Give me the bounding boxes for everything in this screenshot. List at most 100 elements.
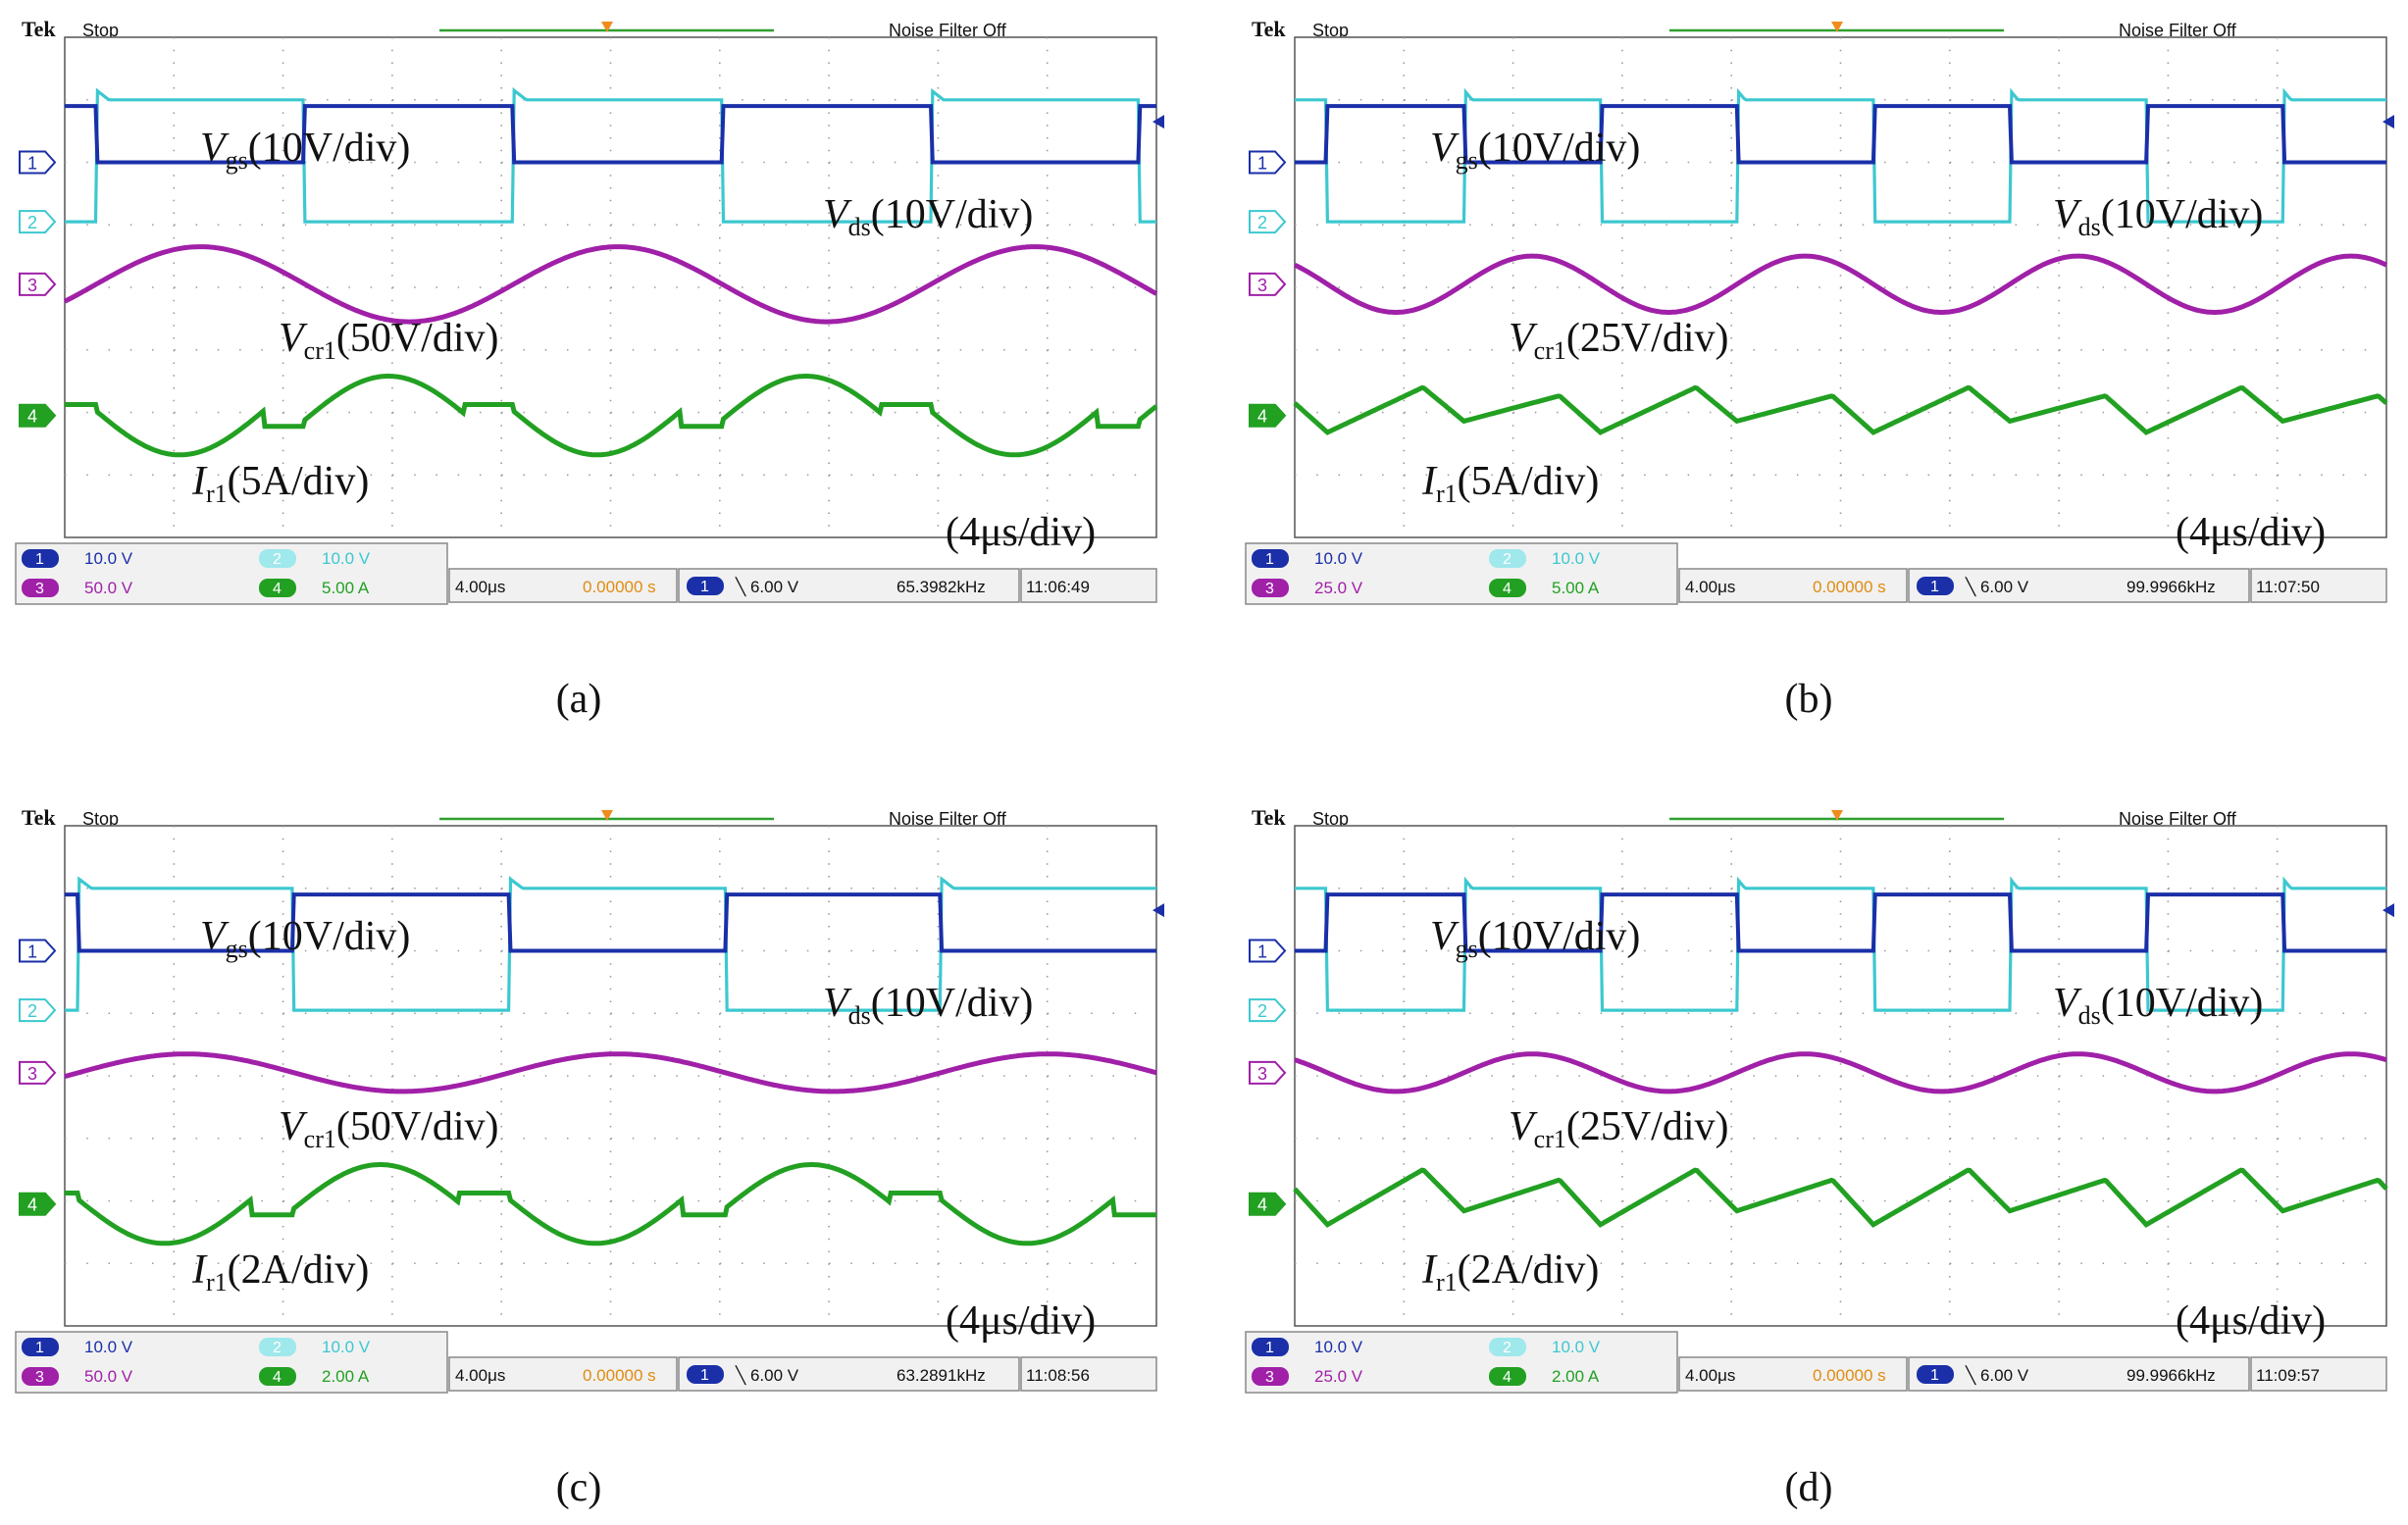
channel-4-marker — [19, 1192, 57, 1216]
label-vcr: Vcr1(25V/div) — [1509, 1104, 1729, 1153]
channel-badge-label: 3 — [1265, 581, 1274, 597]
label-subscript: r1 — [1436, 1268, 1458, 1296]
trigger-channel-badge — [1917, 1365, 1954, 1384]
channel-4-badge — [1489, 1367, 1526, 1386]
label-subscript: cr1 — [1534, 336, 1566, 365]
channel-badge-label: 4 — [1503, 581, 1511, 597]
label-scale: (10V/div) — [871, 981, 1034, 1026]
scope-panel-d: Tek Stop Noise Filter Off1234Vgs(10V/div)V… — [1245, 805, 2394, 1510]
vgs-trace — [1295, 104, 2386, 165]
channel-3-badge — [1252, 1367, 1289, 1386]
channel-badge-label: 4 — [273, 1369, 282, 1386]
channel-1-badge — [1252, 1338, 1289, 1356]
label-symbol: V — [2053, 192, 2082, 237]
channel-4-badge — [259, 1367, 296, 1386]
channel-2-badge — [1489, 1338, 1526, 1356]
label-scale: (10V/div) — [871, 192, 1034, 237]
vgs-trace — [65, 892, 1156, 953]
clock-readout: 11:07:50 — [2256, 578, 2320, 596]
clock-box — [2250, 568, 2387, 603]
label-subscript: gs — [226, 146, 248, 175]
trigger-position-icon — [1831, 22, 1843, 32]
channel-badge-label: 1 — [35, 1340, 44, 1356]
scope-panel-c: Tek Stop Noise Filter Off1234Vgs(10V/div)V… — [15, 805, 1164, 1510]
channel-3-marker — [1249, 1060, 1287, 1085]
channel-1-scale: 10.0 V — [84, 1338, 133, 1356]
trigger-level-value: ╲ 6.00 V — [735, 577, 799, 597]
channel-3-badge — [1252, 579, 1289, 597]
trigger-level-icon — [2382, 903, 2394, 918]
label-vcr: Vcr1(50V/div) — [279, 316, 499, 365]
label-vds: Vds(10V/div) — [2053, 192, 2263, 241]
channel-marker-label: 1 — [27, 942, 37, 962]
channel-marker-label: 3 — [1257, 1064, 1267, 1084]
vgs-trace — [1295, 892, 2386, 953]
channel-3-scale: 25.0 V — [1314, 579, 1363, 597]
acq-state: Stop — [1312, 21, 1349, 40]
clock-readout: 11:06:49 — [1026, 578, 1090, 596]
clock-box — [1020, 568, 1157, 603]
ir1-trace — [65, 1162, 1156, 1246]
trigger-channel-badge — [1917, 577, 1954, 595]
label-scale: (10V/div) — [248, 126, 411, 171]
channel-badge-label: 4 — [273, 581, 282, 597]
channel-marker-label: 1 — [1257, 942, 1267, 962]
channel-badge-label: 1 — [1265, 1340, 1274, 1356]
noise-filter-status: Noise Filter Off — [889, 21, 1007, 40]
channel-badge-label: 3 — [35, 1369, 44, 1386]
frequency-readout: 63.2891kHz — [897, 1366, 986, 1385]
timebase-label: (4μs/div) — [2176, 1298, 2326, 1344]
label-symbol: V — [2053, 981, 2082, 1026]
channel-badge-label: 2 — [273, 551, 282, 568]
channel-1-scale: 10.0 V — [1314, 1338, 1363, 1356]
trigger-box — [678, 568, 1020, 603]
channel-3-marker — [19, 1060, 57, 1085]
channel-badge-label: 3 — [1265, 1369, 1274, 1386]
label-subscript: r1 — [206, 1268, 228, 1296]
trigger-box — [1908, 1356, 2250, 1392]
channel-4-badge — [259, 579, 296, 597]
channel-4-marker — [1249, 1192, 1287, 1216]
channel-3-badge — [22, 579, 59, 597]
label-scale: (5A/div) — [228, 459, 370, 504]
channel-4-scale: 5.00 A — [1552, 579, 1600, 597]
channel-marker-label: 2 — [1257, 1001, 1267, 1021]
label-symbol: V — [279, 316, 308, 361]
timebase-box — [1678, 1356, 1908, 1392]
timebase-label: (4μs/div) — [946, 1298, 1096, 1344]
clock-readout: 11:08:56 — [1026, 1366, 1090, 1385]
channel-2-scale: 10.0 V — [1552, 549, 1601, 568]
channel-3-badge — [22, 1367, 59, 1386]
label-vgs: Vgs(10V/div) — [200, 126, 410, 175]
trigger-channel-label: 1 — [700, 1367, 709, 1384]
channel-scale-box — [1245, 542, 1678, 605]
trigger-box — [1908, 568, 2250, 603]
label-subscript: r1 — [206, 480, 228, 508]
tek-brand: Tek — [1252, 17, 1286, 41]
vcr1-trace — [1294, 1051, 2387, 1094]
noise-filter-status: Noise Filter Off — [889, 809, 1007, 829]
clock-box — [1020, 1356, 1157, 1392]
trigger-box — [678, 1356, 1020, 1392]
channel-2-scale: 10.0 V — [1552, 1338, 1601, 1356]
label-vds: Vds(10V/div) — [2053, 981, 2263, 1030]
label-vcr: Vcr1(50V/div) — [279, 1104, 499, 1153]
channel-2-scale: 10.0 V — [322, 549, 371, 568]
label-symbol: I — [191, 459, 208, 504]
label-subscript: gs — [1456, 935, 1478, 963]
channel-marker-label: 2 — [27, 1001, 37, 1021]
label-vgs: Vgs(10V/div) — [200, 914, 410, 963]
trigger-position-icon — [601, 22, 613, 32]
label-scale: (2A/div) — [1458, 1247, 1600, 1293]
channel-badge-label: 2 — [273, 1340, 282, 1356]
channel-marker-label: 3 — [27, 1064, 37, 1084]
noise-filter-status: Noise Filter Off — [2119, 809, 2237, 829]
vds-trace — [1295, 876, 2386, 1012]
acq-state: Stop — [82, 809, 119, 829]
channel-4-marker — [1249, 403, 1287, 428]
label-subscript: gs — [1456, 146, 1478, 175]
panel-caption: (d) — [1785, 1465, 1833, 1510]
ir1-trace — [65, 374, 1158, 458]
graticule — [63, 36, 1158, 538]
